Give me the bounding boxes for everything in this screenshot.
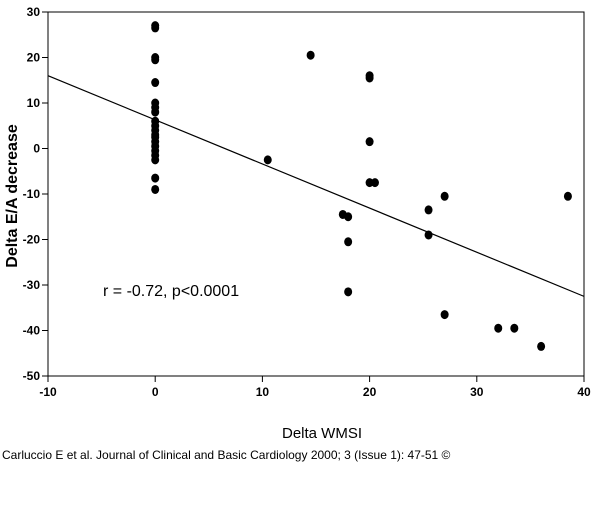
data-point: [440, 310, 449, 320]
data-point: [151, 107, 160, 117]
y-tick-label: 30: [27, 5, 41, 19]
data-point: [537, 341, 546, 351]
x-tick-label: 0: [152, 385, 159, 399]
y-tick-label: 10: [27, 96, 41, 110]
ticks-layer: -10 0 10 20 30 40 30 20 10 0 -10 -20 -30 -40 -50: [23, 5, 591, 399]
x-tick-label: 30: [470, 385, 484, 399]
plot-frame: [47, 11, 585, 377]
data-point: [365, 73, 374, 83]
regression-line: [47, 75, 585, 297]
data-point: [365, 137, 374, 147]
x-tick-label: 20: [363, 385, 377, 399]
points-layer: [151, 21, 572, 351]
y-tick-label: -30: [23, 278, 41, 292]
data-point: [424, 205, 433, 215]
y-tick-label: -50: [23, 369, 41, 383]
data-point: [563, 191, 572, 201]
x-axis-label: Delta WMSI: [282, 425, 362, 440]
y-tick-label: 0: [33, 142, 40, 156]
figure-caption: Carluccio E et al. Journal of Clinical a…: [2, 448, 451, 462]
data-point: [440, 191, 449, 201]
data-point: [151, 23, 160, 33]
stats-annotation: r = -0.72, p<0.0001: [103, 283, 239, 300]
y-axis-label: Delta E/A decrease: [4, 124, 21, 268]
data-point: [344, 237, 353, 247]
x-tick-label: -10: [39, 385, 57, 399]
data-point: [263, 155, 272, 165]
data-point: [151, 184, 160, 194]
data-point: [510, 323, 519, 333]
data-point: [306, 50, 315, 60]
y-tick-label: 20: [27, 51, 41, 65]
data-point: [424, 230, 433, 240]
y-tick-label: -20: [23, 233, 41, 247]
data-point: [370, 178, 379, 188]
x-tick-label: 10: [256, 385, 270, 399]
data-point: [151, 55, 160, 65]
data-point: [494, 323, 503, 333]
chart-svg: -10 0 10 20 30 40 30 20 10 0 -10 -20 -30 -40 -50 r = -…: [4, 5, 591, 440]
data-point: [151, 173, 160, 183]
y-tick-label: -40: [23, 324, 41, 338]
y-tick-label: -10: [23, 187, 41, 201]
data-point: [344, 287, 353, 297]
x-tick-label: 40: [577, 385, 591, 399]
data-point: [151, 155, 160, 165]
data-point: [151, 78, 160, 88]
data-point: [344, 212, 353, 222]
